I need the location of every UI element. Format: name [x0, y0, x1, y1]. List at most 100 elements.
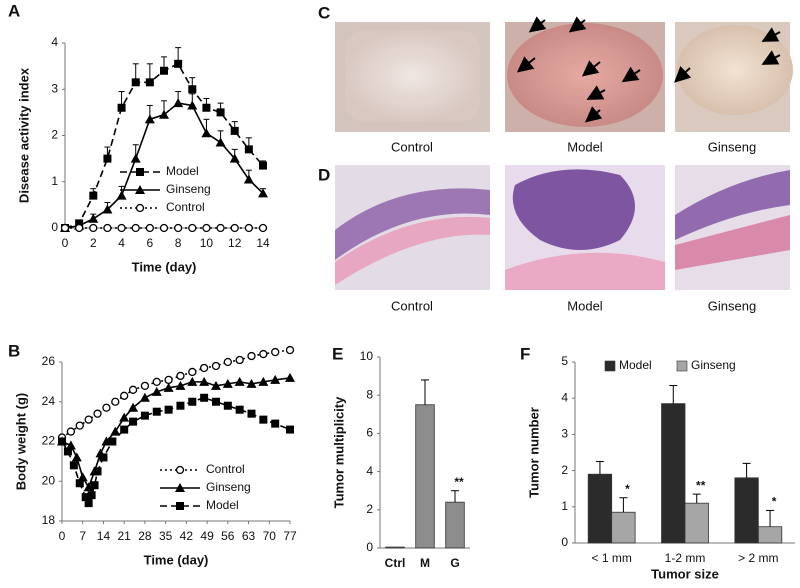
- marker: [159, 223, 169, 233]
- marker: [144, 114, 155, 124]
- marker: [223, 401, 232, 410]
- marker: [89, 223, 98, 233]
- legend-label: Model: [619, 358, 652, 372]
- marker: [216, 108, 225, 117]
- marker: [188, 85, 197, 94]
- marker: [210, 380, 221, 390]
- x-tick-label: 56: [221, 529, 235, 543]
- legend-swatch: [676, 360, 688, 372]
- x-tick-label: Ctrl: [385, 556, 406, 570]
- series-line: [64, 62, 264, 229]
- marker: [140, 381, 150, 391]
- marker: [258, 223, 268, 233]
- bar: [734, 477, 759, 544]
- marker: [145, 223, 155, 233]
- legend-label: Ginseng: [206, 480, 251, 494]
- marker: [128, 385, 138, 394]
- legend-label: Control: [206, 462, 245, 476]
- panel-label: B: [8, 341, 20, 360]
- marker: [151, 386, 162, 396]
- bar: [385, 546, 405, 549]
- marker: [176, 371, 185, 381]
- y-axis-label: Tumor number: [526, 407, 541, 498]
- marker: [90, 481, 99, 490]
- marker: [216, 223, 225, 233]
- marker: [74, 223, 84, 233]
- marker: [164, 375, 173, 385]
- marker: [117, 103, 126, 112]
- x-tick-label: 21: [118, 529, 132, 543]
- bar: [587, 473, 613, 544]
- marker: [258, 376, 269, 386]
- marker: [145, 78, 154, 87]
- x-axis-label: Time (day): [144, 552, 209, 567]
- marker: [243, 174, 254, 184]
- marker: [223, 357, 232, 367]
- marker: [93, 409, 102, 418]
- marker: [202, 103, 211, 112]
- marker: [69, 461, 78, 470]
- marker: [175, 380, 186, 390]
- marker: [119, 412, 130, 422]
- marker: [111, 397, 120, 406]
- marker: [285, 372, 295, 382]
- y-tick-label: 18: [42, 513, 56, 527]
- bar: [415, 404, 435, 549]
- marker: [140, 411, 149, 420]
- y-tick-label: 22: [42, 434, 56, 448]
- marker: [102, 204, 113, 214]
- marker: [81, 493, 90, 502]
- y-tick-label: 0: [366, 540, 373, 554]
- bar: [445, 501, 465, 549]
- x-tick-label: 8: [175, 236, 182, 250]
- marker: [160, 66, 168, 75]
- marker: [75, 479, 84, 488]
- marker: [258, 188, 268, 198]
- y-axis-label: Tumor multiplicity: [331, 396, 346, 508]
- x-tick-label: 7: [79, 529, 86, 543]
- marker: [270, 374, 281, 384]
- marker: [99, 453, 108, 462]
- marker: [87, 491, 96, 500]
- arrows: [516, 16, 781, 123]
- marker: [174, 59, 183, 68]
- marker: [271, 347, 280, 357]
- legend-marker: [176, 502, 184, 510]
- caption: Model: [567, 139, 603, 154]
- legend-marker: [135, 203, 145, 213]
- marker: [201, 128, 212, 138]
- y-tick-label: 24: [42, 394, 56, 408]
- legend-marker: [135, 185, 145, 194]
- marker: [211, 397, 220, 406]
- y-tick-label: 2: [366, 502, 373, 516]
- marker: [176, 401, 185, 410]
- marker: [234, 376, 245, 386]
- x-tick-label: 2: [90, 236, 97, 250]
- x-tick-label: 70: [263, 529, 277, 543]
- marker: [235, 405, 244, 414]
- panel-label: A: [8, 1, 20, 20]
- marker: [108, 437, 117, 446]
- y-tick-label: 3: [51, 81, 58, 95]
- y-tick-label: 6: [366, 426, 373, 440]
- x-tick-label: 28: [138, 529, 152, 543]
- y-tick-label: 0: [561, 535, 568, 549]
- x-tick-label: 63: [242, 529, 256, 543]
- marker: [259, 415, 268, 424]
- legend-marker: [175, 465, 185, 475]
- photo-panel-c: [335, 16, 793, 132]
- marker: [285, 345, 295, 355]
- marker: [244, 223, 254, 233]
- y-tick-label: 8: [366, 387, 373, 401]
- x-tick-label: 1-2 mm: [665, 551, 706, 565]
- x-tick-label: 0: [59, 529, 66, 543]
- x-tick-label: M: [420, 556, 430, 570]
- y-tick-label: 3: [561, 427, 568, 441]
- marker: [84, 499, 93, 508]
- marker: [271, 419, 280, 428]
- tissue: [677, 25, 793, 115]
- marker: [88, 213, 99, 223]
- tissue: [507, 23, 663, 127]
- y-tick-label: 1: [51, 174, 58, 188]
- y-axis-label: Body weight (g): [13, 393, 28, 491]
